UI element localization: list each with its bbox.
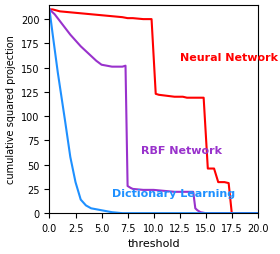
Y-axis label: cumulative squared projection: cumulative squared projection: [6, 35, 16, 184]
Text: Neural Network: Neural Network: [180, 53, 278, 63]
X-axis label: threshold: threshold: [127, 239, 180, 248]
Text: Dictionary Learning: Dictionary Learning: [112, 188, 235, 198]
Text: RBF Network: RBF Network: [141, 146, 222, 155]
